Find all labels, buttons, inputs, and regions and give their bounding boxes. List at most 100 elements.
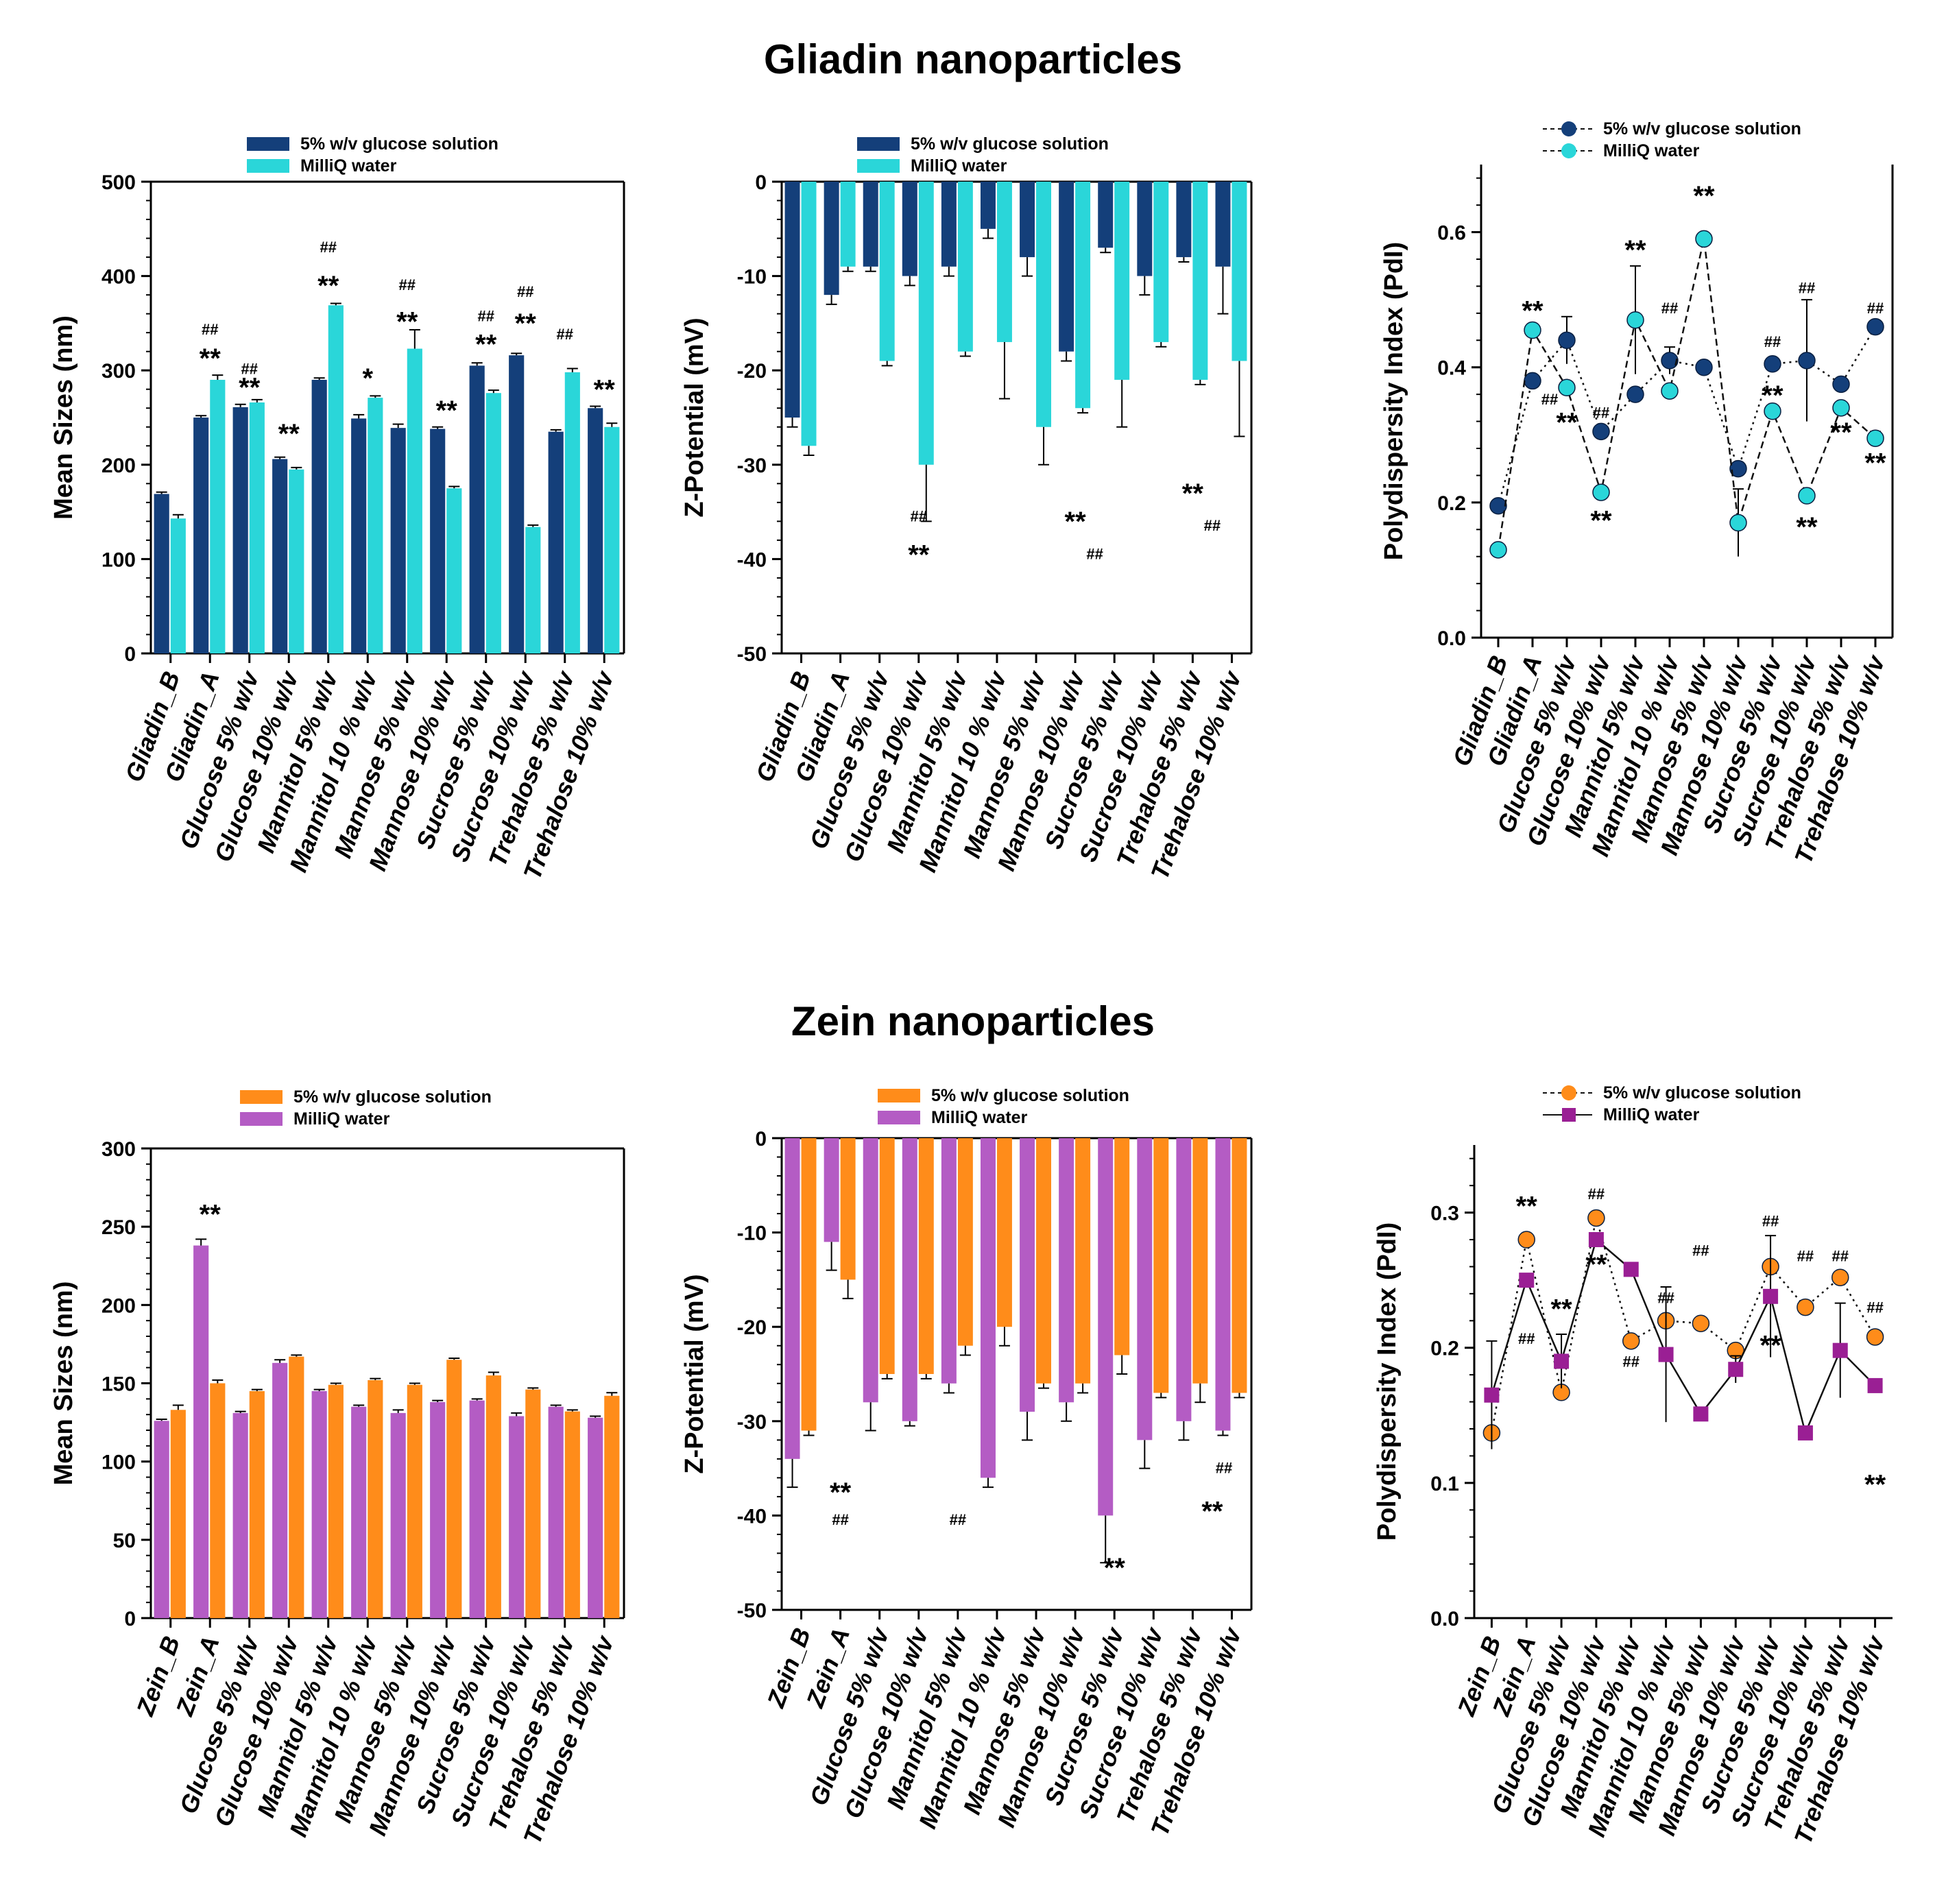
significance-label: ** — [239, 373, 261, 403]
data-point — [1626, 311, 1644, 329]
bar — [1153, 1138, 1169, 1393]
bar — [430, 429, 446, 653]
data-point — [1587, 1209, 1605, 1227]
data-point — [1729, 459, 1747, 478]
significance-label: ** — [1864, 448, 1886, 479]
significance-label: ** — [830, 1478, 852, 1508]
significance-label: ## — [320, 239, 337, 256]
bar — [980, 182, 996, 229]
bar — [485, 1375, 501, 1618]
bar — [1176, 1138, 1192, 1421]
significance-label: ## — [950, 1511, 966, 1528]
bar — [525, 527, 541, 653]
data-point — [1626, 385, 1644, 403]
bar — [824, 182, 839, 296]
legend-label: MilliQ water — [1603, 1105, 1700, 1124]
significance-label: ** — [1551, 1294, 1573, 1324]
significance-label: ## — [1204, 517, 1221, 534]
significance-label: ** — [1516, 1192, 1538, 1222]
significance-label: ** — [278, 419, 300, 449]
y-axis-label: Z-Potential (mV) — [680, 1274, 709, 1473]
significance-label: ** — [1556, 407, 1578, 437]
series-line — [1497, 326, 1877, 507]
significance-label: ** — [1182, 479, 1204, 509]
y-tick-label: 100 — [101, 1451, 136, 1474]
y-tick-label: -10 — [737, 266, 767, 289]
significance-label: ## — [517, 283, 533, 300]
y-tick-label: 0.0 — [1430, 1608, 1459, 1630]
legend-label: 5% w/v glucose solution — [300, 134, 498, 154]
bar — [1176, 182, 1192, 258]
bar — [272, 459, 288, 653]
bar — [941, 182, 957, 267]
data-point — [1695, 230, 1713, 248]
data-point — [1866, 1328, 1884, 1346]
data-point — [1831, 1268, 1849, 1286]
series-line — [1491, 1238, 1876, 1436]
bar — [996, 1138, 1012, 1327]
legend-label: 5% w/v glucose solution — [1603, 1083, 1801, 1102]
significance-label: ** — [1693, 181, 1715, 211]
legend-label: MilliQ water — [293, 1109, 390, 1129]
bar — [328, 1384, 344, 1618]
bar — [249, 1390, 265, 1618]
y-tick-label: -20 — [737, 1316, 767, 1339]
y-axis-label: Mean Sizes (nm) — [49, 315, 78, 520]
data-point — [1728, 1362, 1744, 1377]
bar — [863, 182, 878, 267]
data-point — [1489, 541, 1507, 559]
data-point — [1797, 1425, 1813, 1441]
bar — [1232, 1138, 1247, 1393]
bar — [446, 488, 462, 653]
bar — [249, 402, 265, 653]
significance-label: ** — [515, 309, 537, 339]
significance-label: ## — [1797, 1248, 1814, 1265]
bar — [170, 1410, 186, 1618]
significance-label: ** — [1065, 507, 1087, 537]
bar — [1036, 182, 1052, 427]
bar — [1059, 1138, 1074, 1403]
data-point — [1695, 358, 1713, 376]
bar — [996, 182, 1012, 342]
y-tick-label: -40 — [737, 549, 767, 571]
legend-marker — [1561, 1085, 1576, 1100]
bar — [784, 182, 800, 418]
significance-label: ** — [1762, 381, 1783, 411]
bar — [1114, 1138, 1130, 1355]
significance-label: ** — [1522, 296, 1543, 326]
legend-marker — [1562, 1108, 1576, 1122]
significance-label: ## — [202, 321, 218, 338]
bar — [390, 1412, 406, 1618]
data-point — [1661, 382, 1679, 400]
legend-swatch — [247, 159, 289, 173]
bar — [604, 1395, 620, 1618]
data-point — [1592, 483, 1610, 501]
bar — [941, 1138, 957, 1384]
significance-label: ## — [1593, 405, 1609, 422]
y-tick-label: 200 — [101, 455, 136, 477]
y-tick-label: 0 — [124, 1608, 136, 1630]
data-point — [1832, 399, 1850, 417]
bar — [1215, 182, 1231, 267]
bar — [232, 1412, 248, 1618]
significance-label: ** — [1590, 505, 1612, 535]
bar — [469, 1400, 485, 1618]
bar — [957, 182, 973, 352]
significance-label: ## — [1588, 1185, 1605, 1203]
bar — [801, 182, 817, 446]
bar — [311, 379, 327, 653]
bar — [289, 1356, 304, 1618]
data-point — [1519, 1273, 1535, 1288]
significance-label: ## — [557, 326, 573, 343]
bar — [564, 1411, 580, 1618]
significance-label: ## — [1692, 1242, 1709, 1260]
y-tick-label: -20 — [737, 360, 767, 383]
y-tick-label: 0.2 — [1437, 492, 1466, 515]
bar — [784, 1138, 800, 1459]
data-point — [1693, 1406, 1709, 1422]
bar — [840, 182, 856, 267]
bar — [1020, 182, 1035, 258]
bar — [232, 407, 248, 653]
